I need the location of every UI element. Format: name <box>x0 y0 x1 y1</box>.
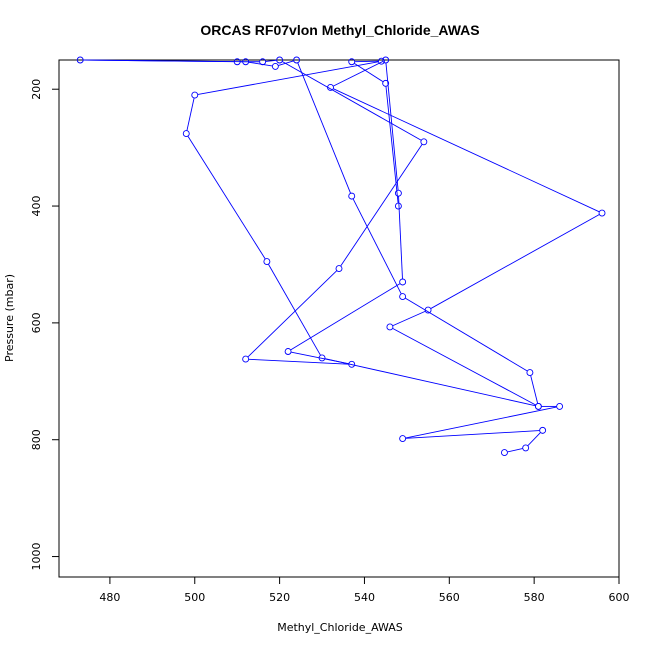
series-line-segment <box>265 59 277 62</box>
data-point <box>293 56 301 64</box>
series-line-segment <box>186 98 195 131</box>
plot-area <box>76 56 606 457</box>
data-point <box>394 189 402 197</box>
data-point <box>424 306 432 314</box>
data-point <box>276 56 284 64</box>
chart-title: ORCAS RF07vlon Methyl_Chloride_AWAS <box>200 22 479 38</box>
data-point <box>233 58 241 66</box>
data-point <box>348 192 356 200</box>
x-tick-label: 540 <box>354 591 375 604</box>
data-point <box>263 258 271 265</box>
series-line-segment <box>354 63 384 82</box>
data-point <box>556 402 564 410</box>
series-line-segment <box>333 61 383 87</box>
series-line-segment <box>385 63 399 190</box>
x-tick-label: 500 <box>184 591 205 604</box>
data-point <box>382 56 390 64</box>
series-line-segment <box>430 214 600 309</box>
series-line-segment <box>392 310 426 327</box>
series-line-segment <box>187 136 266 259</box>
data-point <box>242 58 250 66</box>
series-line-segment <box>392 328 536 406</box>
data-point <box>534 402 542 410</box>
series-line-segment <box>507 448 523 453</box>
x-tick-label: 520 <box>269 591 290 604</box>
data-point <box>242 355 250 363</box>
data-point <box>182 130 190 138</box>
data-point <box>399 278 407 286</box>
y-tick-label: 600 <box>30 312 43 333</box>
y-axis-label: Pressure (mbar) <box>3 274 16 362</box>
data-point <box>539 426 547 434</box>
data-point <box>348 58 356 66</box>
series-line-segment <box>530 375 539 404</box>
series-line-segment <box>268 264 321 356</box>
series-line-segment <box>197 61 379 95</box>
data-point <box>526 369 534 376</box>
data-point <box>394 202 402 210</box>
x-axis-label: Methyl_Chloride_AWAS <box>277 621 403 634</box>
data-point <box>399 293 407 301</box>
series-line-segment <box>290 283 401 351</box>
series-line-segment <box>278 60 294 66</box>
series-line-segment <box>405 297 528 372</box>
series-line-segment <box>333 88 600 213</box>
x-axis: 480 500 520 540 560 580 600 <box>99 577 630 604</box>
data-point <box>318 354 326 362</box>
data-point <box>327 84 334 91</box>
series-line-segment <box>83 59 243 63</box>
data-point <box>335 265 343 273</box>
data-point <box>501 449 508 457</box>
series-line-segment <box>527 432 541 446</box>
data-point <box>382 79 390 87</box>
data-point <box>420 138 428 146</box>
series-line-segment <box>398 196 403 279</box>
series-line-segment <box>340 144 423 267</box>
series-line-segment <box>325 358 536 407</box>
data-point <box>598 209 606 217</box>
series-line-segment <box>405 430 540 439</box>
data-point <box>76 56 84 64</box>
series-line-segment <box>248 358 349 365</box>
series-line-segment <box>352 198 402 294</box>
x-tick-label: 480 <box>99 591 120 604</box>
series-line-segment <box>405 406 557 439</box>
series-line-segment <box>282 61 422 141</box>
y-tick-label: 200 <box>30 79 43 100</box>
data-point <box>386 323 394 331</box>
plot-frame <box>58 59 620 578</box>
data-point <box>271 62 279 70</box>
data-point <box>522 444 530 452</box>
x-tick-label: 600 <box>609 591 630 604</box>
y-tick-label: 1000 <box>30 543 43 571</box>
data-point <box>259 58 267 66</box>
y-axis: 200 400 600 800 1000 <box>30 79 59 571</box>
x-tick-label: 580 <box>524 591 545 604</box>
series-line-segment <box>247 270 337 358</box>
series-line-segment <box>385 86 399 203</box>
data-point <box>284 348 292 355</box>
series-line-segment <box>297 62 351 194</box>
y-tick-label: 400 <box>30 196 43 217</box>
x-tick-label: 560 <box>439 591 460 604</box>
data-point <box>377 57 385 65</box>
y-tick-label: 800 <box>30 429 43 450</box>
data-point <box>399 435 407 442</box>
data-point <box>348 360 356 368</box>
data-point <box>191 91 199 99</box>
